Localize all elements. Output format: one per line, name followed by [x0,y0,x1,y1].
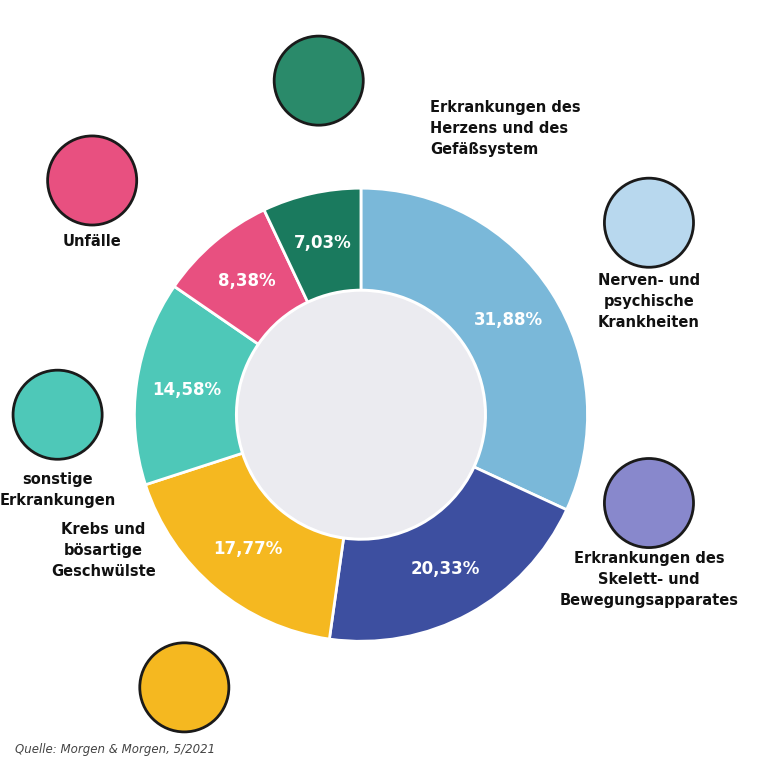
Text: 31,88%: 31,88% [475,311,544,329]
Circle shape [604,178,694,267]
Text: 7,03%: 7,03% [293,234,351,253]
Wedge shape [264,188,361,302]
Wedge shape [145,453,343,639]
Text: Erkrankungen des
Herzens und des
Gefäßsystem: Erkrankungen des Herzens und des Gefäßsy… [430,100,581,157]
Text: sonstige
Erkrankungen: sonstige Erkrankungen [0,472,116,508]
Text: Nerven- und
psychische
Krankheiten: Nerven- und psychische Krankheiten [598,273,700,329]
Text: Quelle: Morgen & Morgen, 5/2021: Quelle: Morgen & Morgen, 5/2021 [15,743,216,756]
Circle shape [604,458,694,548]
Text: 17,77%: 17,77% [214,540,283,558]
Wedge shape [329,467,567,641]
Text: 14,58%: 14,58% [153,380,222,399]
Wedge shape [174,210,308,344]
Text: 20,33%: 20,33% [410,560,480,578]
Circle shape [48,136,137,225]
Wedge shape [134,286,258,485]
Circle shape [140,643,229,732]
Text: Krebs und
bösartige
Geschwülste: Krebs und bösartige Geschwülste [51,522,156,579]
Text: Erkrankungen des
Skelett- und
Bewegungsapparates: Erkrankungen des Skelett- und Bewegungsa… [559,551,739,608]
Wedge shape [361,188,588,510]
Text: Unfälle: Unfälle [63,234,121,250]
Text: 8,38%: 8,38% [218,272,276,290]
Circle shape [274,36,363,125]
Circle shape [13,370,102,459]
Circle shape [239,293,483,537]
